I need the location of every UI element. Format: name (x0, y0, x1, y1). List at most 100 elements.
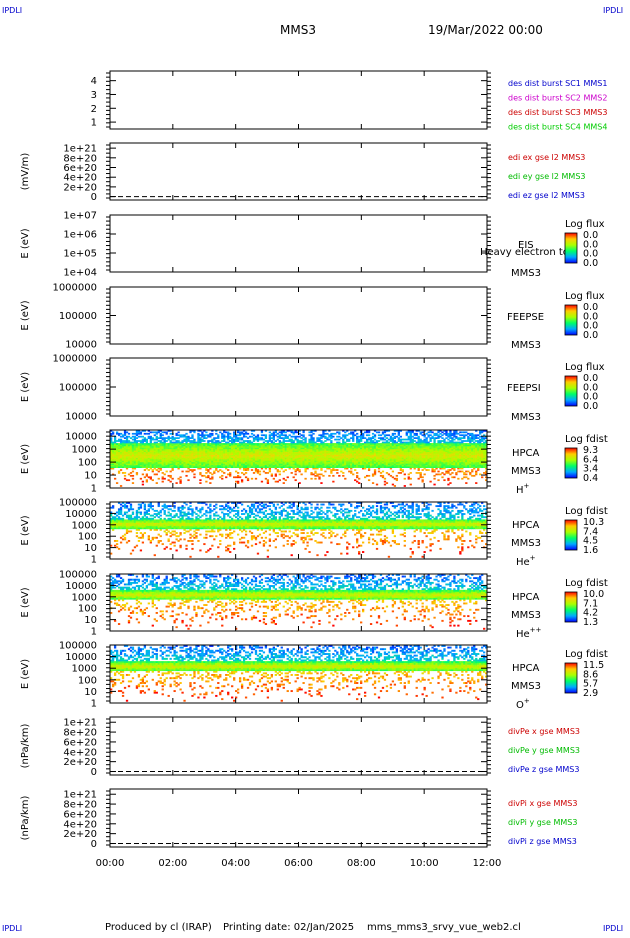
spectrogram-cell (124, 440, 126, 442)
spectrogram-cell (433, 433, 435, 435)
spectrogram-cell (152, 479, 154, 481)
spectrogram-cell (459, 471, 461, 473)
spectrogram-cell (146, 439, 148, 441)
spectrogram-cell (463, 472, 465, 474)
spectrogram-cell (451, 437, 453, 439)
instrument-label: HPCA (512, 448, 540, 459)
spectrogram-cell (116, 440, 118, 442)
spectrogram-cell (465, 476, 467, 478)
spectrogram-cell (265, 440, 267, 442)
spectrogram-cell (422, 476, 424, 478)
spectrogram-cell (346, 434, 348, 436)
spectrogram-cell (332, 475, 334, 477)
spectrogram-cell (398, 437, 400, 439)
spectrogram-cell (193, 476, 195, 478)
spectrogram-cell (279, 471, 281, 473)
spectrogram-cell (467, 478, 469, 480)
spectrogram-cell (408, 442, 410, 444)
spectrogram-cell (140, 478, 142, 480)
spectrogram-cell (205, 481, 207, 483)
spectrogram-cell (336, 436, 338, 438)
spectrogram-cell (126, 479, 128, 481)
y-tick-label: 8e+20 (63, 153, 97, 164)
spectrogram-cell (229, 433, 231, 435)
spectrogram-cell (378, 434, 380, 436)
spectrogram-cell (332, 481, 334, 483)
spectrogram-cell (336, 442, 338, 444)
spectrogram-cell (237, 434, 239, 436)
spectrogram-cell (261, 443, 263, 445)
spectrogram-cell (271, 440, 273, 442)
spectrogram-cell (457, 478, 459, 480)
legend-entry: des dist burst SC2 MMS2 (508, 94, 607, 103)
spectrogram-cell (342, 475, 344, 477)
spectrogram-cell (156, 469, 158, 471)
spectrogram-cell (203, 443, 205, 445)
spectrogram-cell (170, 437, 172, 439)
spectrogram-cell (380, 443, 382, 445)
colorbar-tick-label: 0.0 (583, 401, 598, 412)
spectrogram-cell (441, 443, 443, 445)
spectrogram-cell (479, 439, 481, 441)
spectrogram-cell (308, 439, 310, 441)
spectrogram-cell (386, 437, 388, 439)
spectrogram-cell (356, 433, 358, 435)
spectrogram-cell (295, 469, 297, 471)
spectrogram-cell (177, 434, 179, 436)
spectrogram-cell (400, 472, 402, 474)
spectrogram-cell (164, 437, 166, 439)
spectrogram-cell (449, 474, 451, 476)
spectrogram-cell (374, 439, 376, 441)
spectrogram-cell (447, 478, 449, 480)
spectrogram-cell (287, 443, 289, 445)
spectrogram-cell (166, 437, 168, 439)
spacecraft-label: MMS3 (511, 268, 541, 279)
spectrogram-cell (235, 471, 237, 473)
spectrogram-cell (128, 436, 130, 438)
y-tick-label: 10 (84, 471, 97, 482)
spectrogram-cell (322, 475, 324, 477)
spectrogram-cell (320, 440, 322, 442)
spectrogram-cell (404, 485, 406, 487)
spectrogram-cell (281, 442, 283, 444)
spectrogram-cell (160, 433, 162, 435)
spectrogram-cell (289, 434, 291, 436)
spectrogram-cell (372, 440, 374, 442)
spectrogram-cell (471, 433, 473, 435)
spectrogram-cell (124, 478, 126, 480)
spectrogram-cell (255, 478, 257, 480)
spectrogram-cell (116, 431, 118, 433)
spectrogram-cell (144, 443, 146, 445)
spectrogram-cell (425, 469, 427, 471)
spectrogram-cell (154, 434, 156, 436)
spectrogram-cell (209, 443, 211, 445)
spectrogram-cell (132, 475, 134, 477)
spectrogram-cell (330, 433, 332, 435)
spectrogram-cell (324, 436, 326, 438)
spectrogram-cell (437, 440, 439, 442)
spectrogram-cell (289, 439, 291, 441)
spectrogram-cell (132, 471, 134, 473)
spectrogram-cell (201, 439, 203, 441)
spectrogram-cell (443, 433, 445, 435)
spectrogram-cell (271, 433, 273, 435)
spectrogram-cell (459, 437, 461, 439)
spectrogram-cell (312, 437, 314, 439)
spectrogram-cell (225, 442, 227, 444)
spectrogram-cell (277, 433, 279, 435)
spectrogram-cell (124, 475, 126, 477)
spectrogram-cell (324, 433, 326, 435)
spectrogram-cell (374, 469, 376, 471)
spectrogram-cell (183, 439, 185, 441)
spectrogram-cell (130, 472, 132, 474)
spectrogram-cell (267, 472, 269, 474)
spectrogram-cell (348, 439, 350, 441)
panel-frame (110, 71, 487, 129)
spectrogram-cell (422, 431, 424, 433)
spectrogram-cell (170, 471, 172, 473)
spectrogram-cell (422, 479, 424, 481)
spectrogram-cell (114, 545, 116, 547)
spectrogram-cell (189, 437, 191, 439)
spectrogram-cell (396, 436, 398, 438)
